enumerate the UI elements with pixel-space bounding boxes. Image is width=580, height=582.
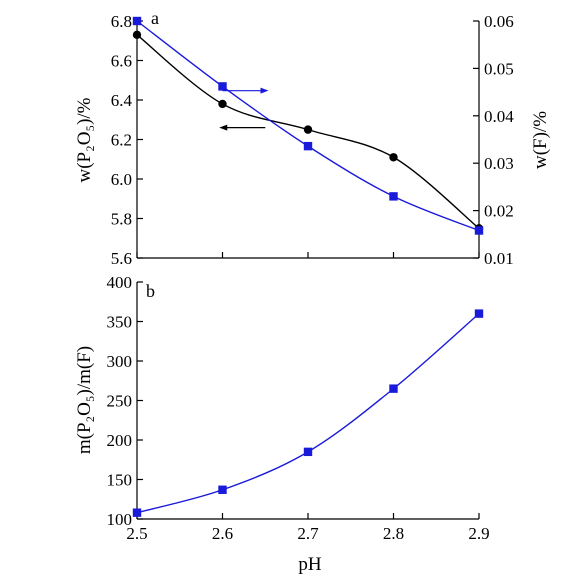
- panel-a-left-axis-title: w(P₂O₅)/%: [74, 97, 95, 182]
- panel-b-square-point: [218, 485, 227, 494]
- panel-b-x-tick-label: 2.7: [297, 524, 319, 543]
- panel-a-circle-point: [303, 125, 313, 134]
- panel-a-right-tick-label: 0.05: [484, 59, 514, 78]
- panel-b-x-axis-title: pH: [298, 554, 322, 575]
- panel-b-x-tick-label: 2.5: [126, 524, 147, 543]
- panel-a-arrow-left-head: [219, 124, 228, 131]
- panel-a-arrow-right-head: [260, 87, 269, 94]
- panel-b-left-tick-label: 250: [107, 392, 133, 411]
- panel-a-right-tick-label: 0.02: [484, 202, 514, 221]
- panel-a-left-tick-label: 5.8: [111, 210, 132, 229]
- panel-b-square-point: [132, 508, 142, 517]
- panel-a-right-tick-label: 0.01: [484, 249, 514, 268]
- panel-a-right-axis-title: w(F)/%: [530, 111, 551, 169]
- panel-b-left-tick-label: 150: [107, 471, 133, 490]
- panel-a-label: a: [151, 8, 159, 28]
- panel-b-left-tick-label: 400: [107, 273, 133, 292]
- panel-a-square-point: [474, 226, 484, 235]
- panel-a-square-point: [132, 16, 142, 26]
- panel-a-square-point: [218, 82, 227, 91]
- panel-b-series-line: [136, 313, 480, 514]
- panel-b-y-axis-title: m(P₂O₅)/m(F): [74, 346, 95, 454]
- panel-a-left-tick-label: 6.6: [111, 52, 132, 71]
- panel-b-square-point: [474, 309, 484, 318]
- panel-b-x-tick-label: 2.6: [212, 524, 233, 543]
- panel-a-left-tick-label: 6.2: [111, 131, 132, 150]
- panel-b-x-tick-label: 2.9: [468, 524, 489, 543]
- panel-a-right-tick-label: 0.04: [484, 107, 514, 126]
- panel-b-square-point: [389, 384, 398, 393]
- panel-a-circle-point: [132, 30, 142, 40]
- panel-a-left-tick-label: 6.8: [111, 12, 132, 31]
- panel-b-left-tick-label: 100: [107, 510, 133, 529]
- panel-b-left-tick-label: 350: [107, 313, 133, 332]
- panel-a-left-tick-label: 6.4: [111, 91, 133, 110]
- panel-a-right-tick-label: 0.06: [484, 12, 514, 31]
- panel-a-left-tick-label: 5.6: [111, 249, 132, 268]
- panel-b-x-tick-label: 2.8: [383, 524, 404, 543]
- panel-b-square-point: [303, 447, 313, 457]
- panel-a-square-point: [303, 141, 313, 151]
- panel-a-square-point: [389, 192, 398, 201]
- panel-b-left-tick-label: 200: [107, 431, 133, 450]
- panel-a-right-tick-label: 0.03: [484, 154, 514, 173]
- panel-a-left-tick-label: 6.0: [111, 170, 132, 189]
- panel-a-circle-point: [218, 99, 227, 109]
- panel-b-label: b: [146, 281, 155, 301]
- panel-b-left-tick-label: 300: [107, 352, 133, 371]
- panel-a-circle-point: [389, 153, 398, 162]
